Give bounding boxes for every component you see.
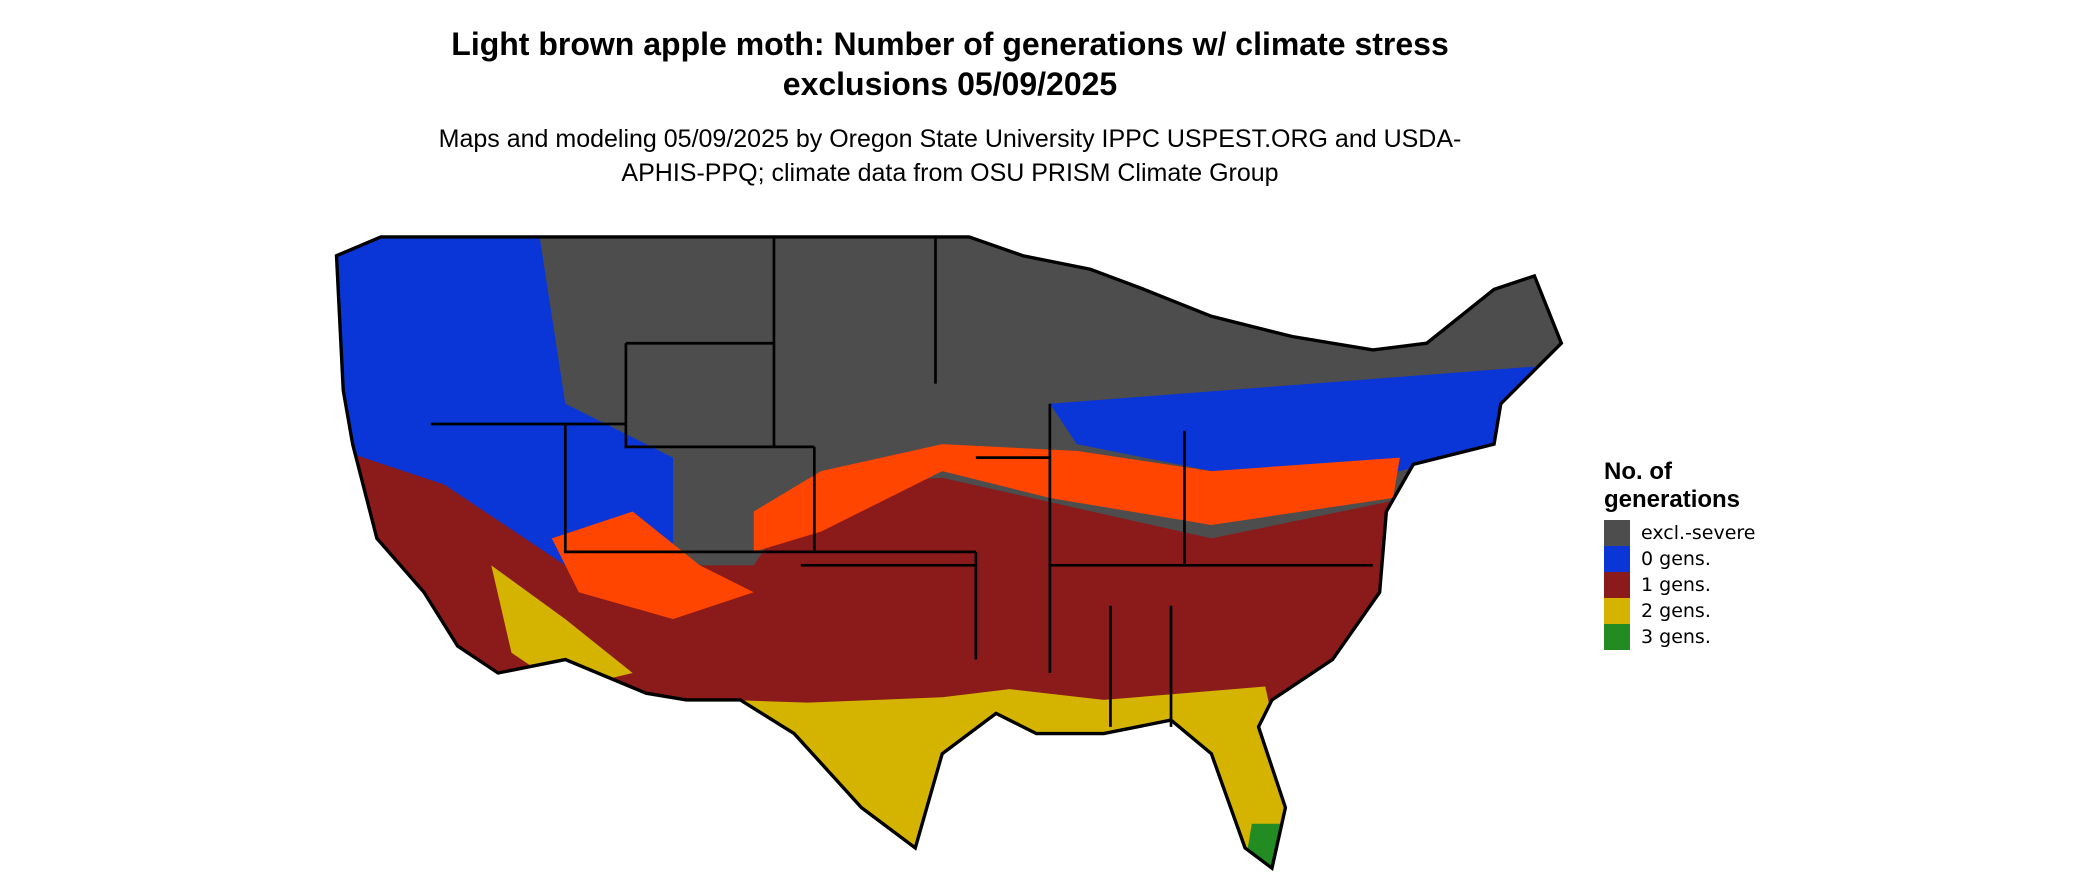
region-transition [753, 444, 1400, 552]
legend-label: 2 gens. [1641, 600, 1711, 622]
legend-label: 0 gens. [1641, 548, 1711, 570]
legend-swatch [1604, 598, 1630, 624]
legend-label: 3 gens. [1641, 626, 1711, 648]
legend-item: excl.-severe [1604, 520, 1774, 546]
legend-label: 1 gens. [1641, 574, 1711, 596]
legend: No. of generations excl.-severe 0 gens. … [1604, 458, 1774, 650]
us-map [334, 235, 1564, 872]
us-outline [334, 235, 1564, 872]
map-title: Light brown apple moth: Number of genera… [451, 26, 1449, 102]
legend-swatch [1604, 546, 1630, 572]
legend-swatch [1604, 520, 1630, 546]
legend-label: excl.-severe [1641, 522, 1756, 544]
legend-item: 0 gens. [1604, 546, 1774, 572]
region-2-gens [491, 565, 633, 690]
legend-item: 1 gens. [1604, 572, 1774, 598]
region-0-gens [1049, 363, 1562, 485]
region-transition [551, 511, 754, 620]
map-subtitle: Maps and modeling 05/09/2025 by Oregon S… [438, 125, 1462, 187]
legend-item: 3 gens. [1604, 624, 1774, 650]
legend-swatch [1604, 624, 1630, 650]
legend-item: 2 gens. [1604, 598, 1774, 624]
legend-swatch [1604, 572, 1630, 598]
state-lines [430, 236, 1373, 727]
legend-title: No. of generations [1604, 458, 1741, 513]
region-2-gens [726, 686, 1293, 869]
